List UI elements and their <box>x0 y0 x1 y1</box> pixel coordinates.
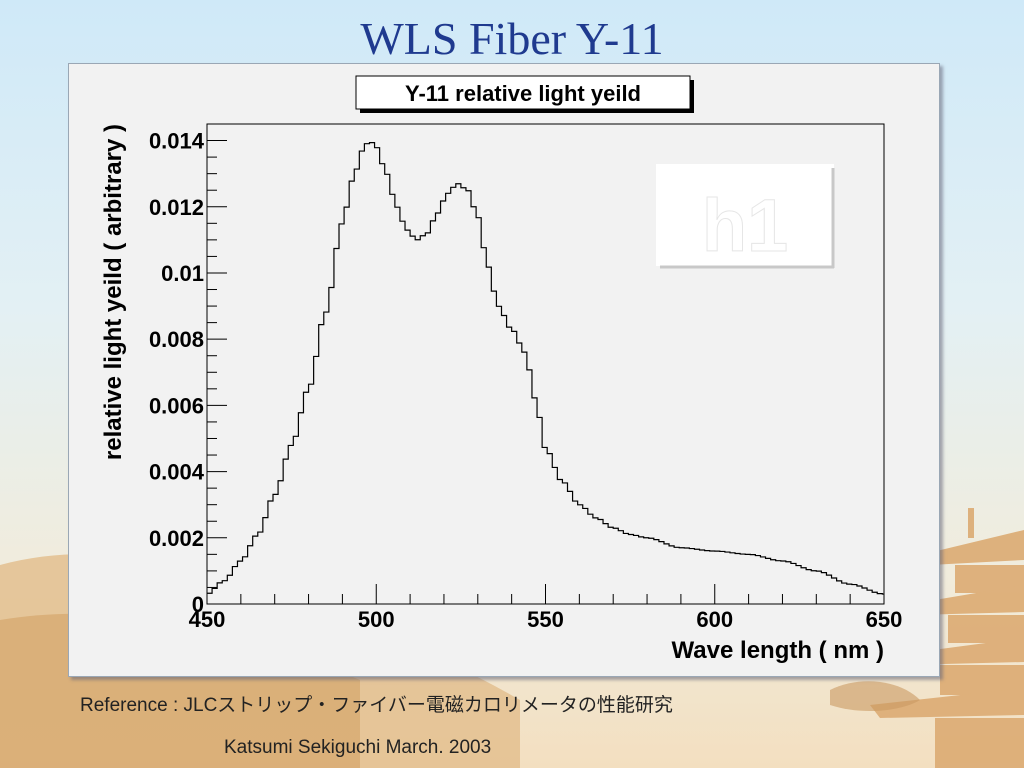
chart-title: Y-11 relative light yeild <box>405 81 641 106</box>
x-axis-label: Wave length ( nm ) <box>672 637 884 664</box>
x-tick-label: 550 <box>527 607 564 632</box>
y-tick-label: 0.002 <box>149 526 204 551</box>
author-text: Katsumi Sekiguchi March. 2003 <box>224 737 492 758</box>
x-tick-label: 500 <box>358 607 395 632</box>
stats-box <box>656 164 834 266</box>
plot-canvas: Y-11 relative light yeild h1 0 0.002 0.004 0.… <box>68 63 940 677</box>
slide-title: WLS Fiber Y-11 <box>360 13 664 64</box>
x-tick-label: 450 <box>189 607 226 632</box>
y-axis-label: relative light yeild ( arbitrary ) <box>100 124 127 460</box>
y-tick-label: 0.008 <box>149 327 204 352</box>
reference-text: Reference : JLCストリップ・ファイバー電磁カロリメータの性能研究 <box>80 695 673 716</box>
stats-box-label: h1 <box>702 184 788 267</box>
spectrum-curve <box>207 142 884 595</box>
y-tick-label: 0 <box>192 592 204 617</box>
x-tick-label: 600 <box>696 607 733 632</box>
x-tick-label: 650 <box>866 607 903 632</box>
y-tick-label: 0.014 <box>149 129 205 154</box>
cloud-shape <box>830 681 920 712</box>
title-box <box>355 75 691 110</box>
y-tick-label: 0.01 <box>161 261 204 286</box>
y-tick-label: 0.006 <box>149 393 204 418</box>
y-tick-label: 0.004 <box>149 460 205 485</box>
y-tick-label: 0.012 <box>149 195 204 220</box>
spectrum-chart: Y-11 relative light yeild h1 0 0.002 0.004 0.… <box>100 75 903 664</box>
